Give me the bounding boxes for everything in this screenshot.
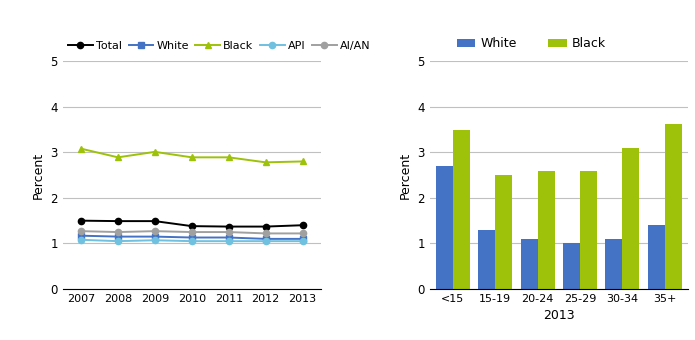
AI/AN bbox=[114, 230, 122, 234]
Bar bbox=[496, 175, 512, 289]
Legend: White, Black: White, Black bbox=[457, 37, 606, 50]
Y-axis label: Percent: Percent bbox=[399, 152, 411, 199]
Line: White: White bbox=[78, 233, 306, 242]
Bar bbox=[623, 148, 639, 289]
Line: API: API bbox=[78, 237, 306, 244]
White bbox=[77, 234, 85, 238]
White bbox=[114, 235, 122, 239]
Bar bbox=[563, 242, 580, 289]
Bar bbox=[521, 239, 538, 289]
White bbox=[151, 235, 159, 239]
AI/AN bbox=[224, 230, 233, 234]
Black bbox=[77, 147, 85, 151]
Bar bbox=[664, 124, 682, 289]
Total bbox=[114, 219, 122, 223]
X-axis label: 2013: 2013 bbox=[543, 309, 575, 322]
API bbox=[77, 238, 85, 242]
API bbox=[151, 238, 159, 242]
Total bbox=[298, 223, 306, 227]
Line: Total: Total bbox=[78, 218, 306, 230]
Legend: Total, White, Black, API, AI/AN: Total, White, Black, API, AI/AN bbox=[68, 41, 370, 51]
Line: Black: Black bbox=[78, 146, 306, 166]
Bar bbox=[648, 225, 664, 289]
Bar bbox=[453, 130, 470, 289]
Total bbox=[77, 219, 85, 223]
Bar bbox=[478, 230, 496, 289]
Line: AI/AN: AI/AN bbox=[78, 228, 306, 237]
API bbox=[188, 239, 196, 243]
Black bbox=[188, 155, 196, 159]
AI/AN bbox=[188, 230, 196, 234]
Bar bbox=[538, 171, 555, 289]
Total bbox=[188, 224, 196, 228]
Total bbox=[151, 219, 159, 223]
Bar bbox=[580, 171, 597, 289]
White bbox=[188, 236, 196, 240]
API bbox=[261, 239, 270, 243]
White bbox=[298, 237, 306, 241]
AI/AN bbox=[151, 229, 159, 233]
Black bbox=[114, 155, 122, 159]
Y-axis label: Percent: Percent bbox=[32, 152, 44, 199]
AI/AN bbox=[261, 232, 270, 236]
API bbox=[298, 239, 306, 243]
White bbox=[261, 237, 270, 241]
Bar bbox=[605, 239, 623, 289]
API bbox=[224, 239, 233, 243]
Total bbox=[261, 224, 270, 228]
Total bbox=[224, 224, 233, 228]
Bar bbox=[436, 166, 453, 289]
Black bbox=[151, 150, 159, 154]
Black bbox=[224, 155, 233, 159]
AI/AN bbox=[298, 232, 306, 236]
AI/AN bbox=[77, 229, 85, 233]
API bbox=[114, 239, 122, 243]
Black bbox=[298, 159, 306, 164]
Black bbox=[261, 160, 270, 164]
White bbox=[224, 236, 233, 240]
